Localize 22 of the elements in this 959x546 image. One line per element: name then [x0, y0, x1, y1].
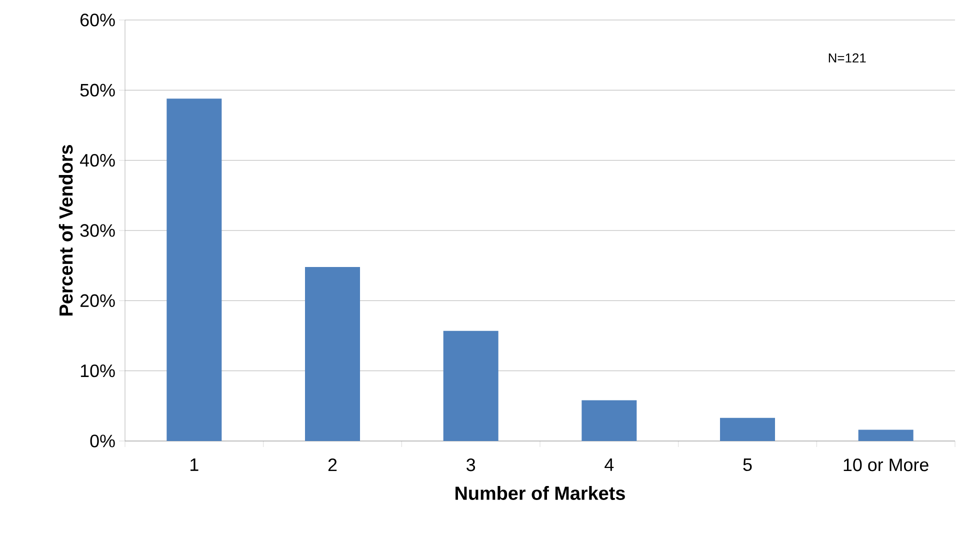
- y-tick-label: 50%: [80, 84, 115, 97]
- x-tick-label: 3: [466, 458, 476, 472]
- y-tick-label: 30%: [80, 224, 115, 237]
- y-tick-label: 20%: [80, 294, 115, 308]
- y-tick-label: 0%: [90, 434, 115, 448]
- x-tick-label: 5: [743, 458, 752, 472]
- bar: [858, 430, 914, 441]
- y-axis-title: Percent of Vendors: [58, 145, 73, 316]
- bar: [582, 400, 637, 441]
- x-tick-label: 4: [604, 458, 614, 471]
- y-tick-label: 10%: [80, 364, 115, 378]
- x-tick-label: 2: [328, 458, 337, 472]
- x-tick-label: 10 or More: [844, 458, 928, 472]
- y-tick-label: 40%: [80, 154, 115, 167]
- x-axis-title: Number of Markets: [456, 486, 625, 500]
- bar: [305, 266, 360, 441]
- annotation: N=121: [828, 53, 866, 62]
- bar: [166, 98, 222, 441]
- x-tick-label: 1: [190, 458, 198, 471]
- bar: [720, 418, 776, 441]
- bar: [443, 330, 498, 441]
- y-tick-label: 60%: [80, 14, 115, 26]
